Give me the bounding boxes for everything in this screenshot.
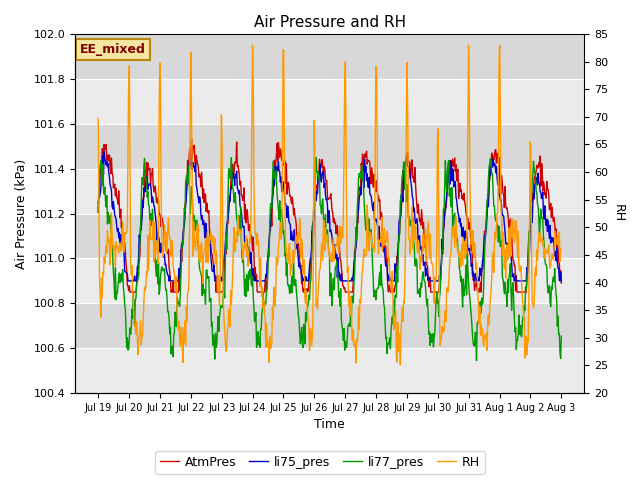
- Title: Air Pressure and RH: Air Pressure and RH: [253, 15, 406, 30]
- Y-axis label: Air Pressure (kPa): Air Pressure (kPa): [15, 158, 28, 269]
- Bar: [75, 303, 584, 348]
- Legend: AtmPres, li75_pres, li77_pres, RH: AtmPres, li75_pres, li77_pres, RH: [155, 451, 485, 474]
- Bar: [75, 79, 584, 124]
- X-axis label: Time: Time: [314, 419, 345, 432]
- Line: AtmPres: AtmPres: [98, 139, 561, 292]
- Bar: [75, 124, 584, 168]
- Bar: [75, 214, 584, 258]
- Text: EE_mixed: EE_mixed: [80, 43, 146, 56]
- Line: li77_pres: li77_pres: [98, 157, 561, 360]
- Line: li75_pres: li75_pres: [98, 152, 561, 281]
- Bar: [75, 258, 584, 303]
- Bar: [75, 34, 584, 79]
- Bar: [75, 348, 584, 393]
- Y-axis label: RH: RH: [612, 204, 625, 223]
- Bar: [75, 168, 584, 214]
- Line: RH: RH: [98, 45, 561, 365]
